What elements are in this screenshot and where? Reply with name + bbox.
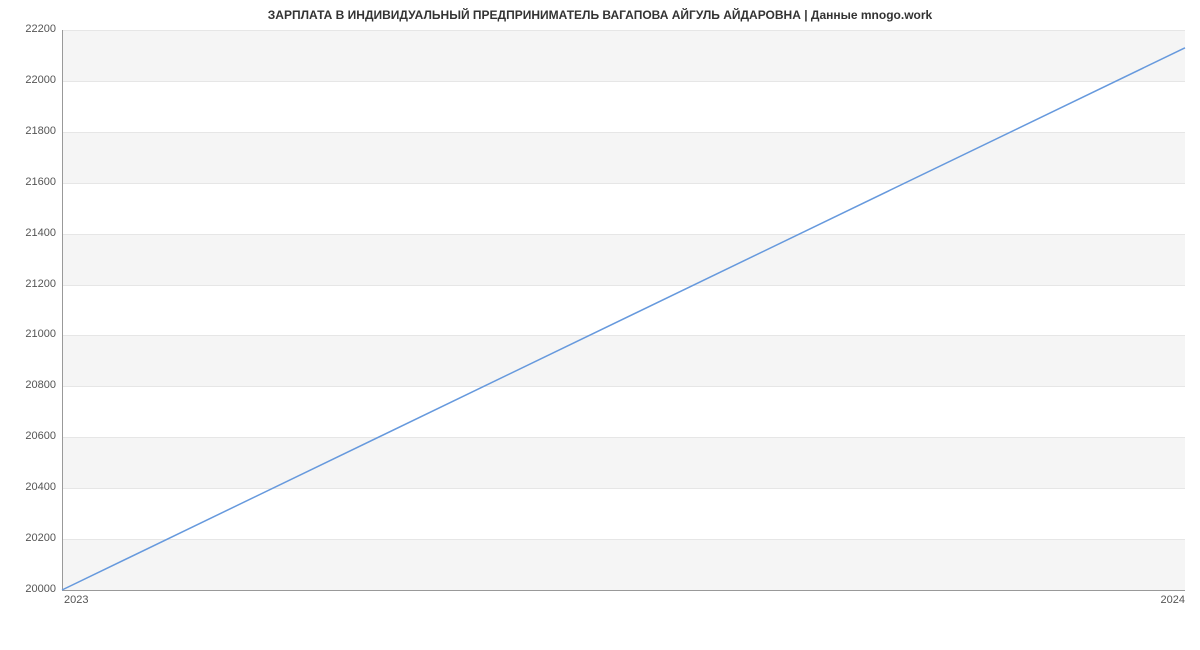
y-tick-label: 20600	[6, 430, 56, 442]
y-tick-label: 21400	[6, 227, 56, 239]
y-tick-label: 22200	[6, 23, 56, 35]
y-tick-label: 21000	[6, 328, 56, 340]
y-tick-label: 20200	[6, 532, 56, 544]
y-tick-label: 21200	[6, 278, 56, 290]
y-tick-label: 20000	[6, 583, 56, 595]
salary-line-chart: ЗАРПЛАТА В ИНДИВИДУАЛЬНЫЙ ПРЕДПРИНИМАТЕЛ…	[0, 0, 1200, 650]
y-tick-label: 21800	[6, 125, 56, 137]
x-axis-line	[62, 590, 1185, 591]
y-tick-label: 20800	[6, 379, 56, 391]
plot-area: 2000020200204002060020800210002120021400…	[62, 30, 1185, 590]
series-line-salary	[62, 48, 1185, 590]
x-tick-label: 2024	[1155, 594, 1185, 606]
x-tick-label: 2023	[64, 594, 88, 606]
y-tick-label: 20400	[6, 481, 56, 493]
y-tick-label: 22000	[6, 74, 56, 86]
chart-title: ЗАРПЛАТА В ИНДИВИДУАЛЬНЫЙ ПРЕДПРИНИМАТЕЛ…	[0, 8, 1200, 22]
series-layer	[62, 30, 1185, 590]
y-tick-label: 21600	[6, 176, 56, 188]
